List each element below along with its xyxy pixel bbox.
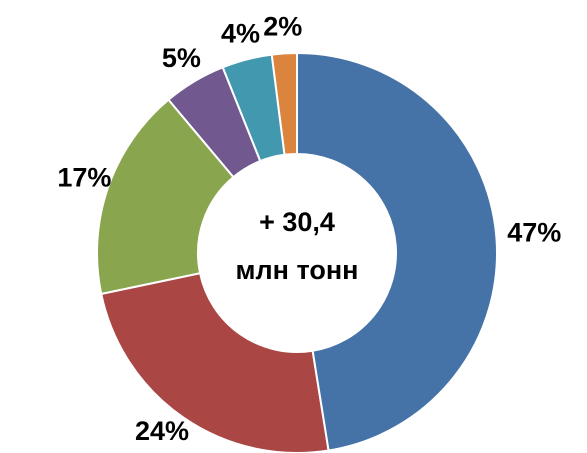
- data-label: 24%: [135, 416, 189, 446]
- data-label: 4%: [221, 18, 260, 48]
- center-label: + 30,4: [259, 207, 335, 237]
- data-label: 47%: [507, 217, 561, 247]
- slice: [167, 66, 262, 179]
- data-label: 17%: [57, 163, 111, 193]
- center-label: млн тонн: [236, 255, 359, 285]
- slice: [296, 51, 498, 452]
- data-label: 2%: [263, 12, 302, 42]
- slice: [100, 272, 330, 453]
- data-label: 5%: [162, 43, 201, 73]
- slice: [96, 98, 235, 296]
- slice: [221, 53, 286, 163]
